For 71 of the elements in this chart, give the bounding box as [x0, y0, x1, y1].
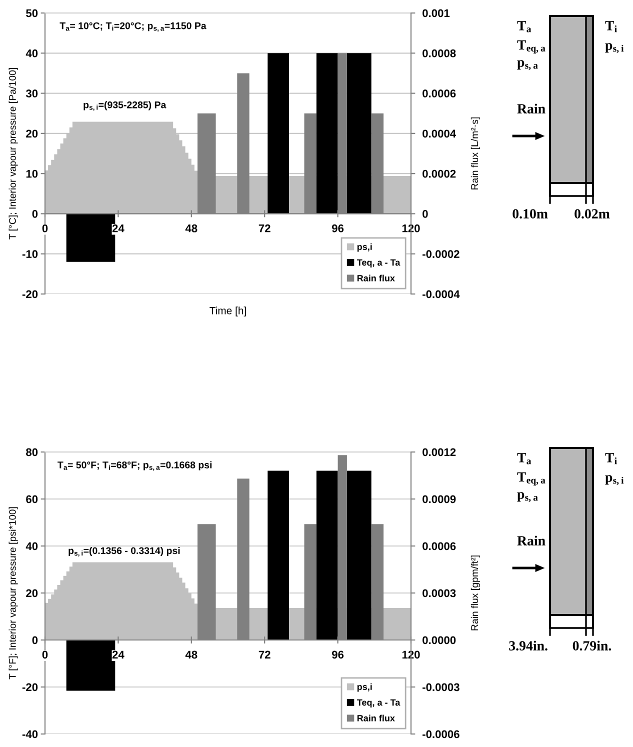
y-tick-label: -20	[22, 683, 38, 692]
text: T$_{i}$	[605, 21, 617, 32]
y-tick-label: 80	[26, 448, 38, 456]
text: T$_{eq,a}$	[517, 472, 546, 486]
y2-tick-label: 0.0004	[422, 130, 456, 138]
legend-label: ps,i	[357, 683, 372, 692]
text: T$_{eq,a}$	[517, 40, 546, 54]
y2-tick-label: 0.0003	[422, 589, 456, 598]
x-axis-title: Time [h]	[210, 306, 246, 316]
y2-tick-label: 0.0006	[422, 542, 456, 550]
text: p$_{s,a}$	[517, 60, 538, 70]
y-axis-title: T [°F]; Interior vapour pressure [psi*100]	[8, 507, 18, 680]
y-tick-label: 50	[26, 9, 38, 18]
y2-tick-label: -0.0004	[422, 290, 460, 298]
x-tick-label: 48	[185, 224, 198, 232]
x-tick-label: 48	[185, 650, 198, 659]
x-tick-label: 24	[112, 650, 124, 658]
x-tick-label: 72	[258, 224, 270, 232]
text: p$_{s,a}$	[517, 492, 538, 502]
legend-label: ps,i	[357, 243, 372, 252]
y2-tick-label: -0.0006	[422, 730, 460, 738]
text: 0.10m	[512, 209, 548, 219]
y2-tick-label: -0.0003	[422, 683, 460, 692]
y-tick-label: 30	[26, 90, 38, 98]
legend-label: Teq, a - Ta	[356, 699, 400, 708]
y-tick-label: 10	[26, 170, 38, 178]
y2-tick-label: 0.0000	[422, 636, 456, 644]
x-tick-label: 0	[42, 224, 48, 232]
y2-tick-label: 0.0006	[422, 90, 456, 98]
y2-axis-title: Rain flux [L/m²·s]	[470, 117, 480, 190]
legend-label: Rain flux	[357, 274, 395, 282]
x-tick-label: 96	[332, 650, 344, 659]
y2-tick-label: 0.0009	[422, 495, 456, 504]
y2-tick-label: -0.0002	[422, 250, 460, 258]
text: T$_{a}$	[517, 21, 532, 32]
text: T$_{a}$	[517, 453, 532, 464]
y2-tick-label: 0.0002	[422, 170, 456, 178]
x-tick-label: 0	[42, 650, 48, 659]
y-tick-label: 20	[26, 589, 38, 598]
y2-tick-label: 0.001	[422, 9, 450, 18]
y-tick-label: 60	[26, 495, 38, 504]
y2-tick-label: 0	[422, 210, 428, 218]
text: p$_{s,i}$	[605, 43, 624, 54]
y2-tick-label: 0.0012	[422, 448, 456, 456]
annotation: p$_{s,i}$=(0.1356 - 0.3314) psi	[68, 546, 180, 557]
y-tick-label: -20	[22, 290, 38, 298]
y-tick-label: 40	[26, 49, 38, 58]
y-tick-label: 0	[32, 210, 38, 218]
text: 0.02m	[574, 209, 610, 219]
y2-axis-title: Rain flux [gpm/ft²]	[470, 556, 480, 630]
annotation: T$_{a}$= 10°C; T$_{i}$=20°C; p$_{s,a}$=1150 Pa	[60, 22, 206, 32]
y-tick-label: -40	[22, 730, 38, 738]
y2-tick-label: 0.0008	[422, 49, 456, 58]
text: T$_{i}$	[605, 453, 617, 464]
text: 0.79in.	[572, 640, 612, 651]
legend-label: Teq, a - Ta	[356, 259, 400, 268]
annotation: p$_{s,i}$=(935-2285) Pa	[84, 101, 166, 111]
text: Rain	[517, 104, 546, 114]
annotation: T$_{a}$= 50°F; T$_{i}$=68°F; p$_{s,a}$=0.1668 psi	[58, 461, 212, 471]
text: 3.94in.	[509, 640, 548, 651]
x-tick-label: 96	[332, 224, 344, 232]
y-tick-label: 0	[32, 636, 38, 644]
text: Rain	[517, 536, 546, 546]
y-tick-label: 20	[26, 130, 38, 138]
x-tick-label: 72	[258, 650, 270, 658]
x-tick-label: 24	[112, 224, 124, 232]
y-tick-label: -10	[22, 250, 38, 258]
y-axis-title: T [°C]; Interior vapour pressure [Pa/100]	[8, 68, 18, 240]
legend-label: Rain flux	[357, 714, 395, 722]
y-tick-label: 40	[26, 542, 38, 550]
text: p$_{s,i}$	[605, 475, 624, 486]
